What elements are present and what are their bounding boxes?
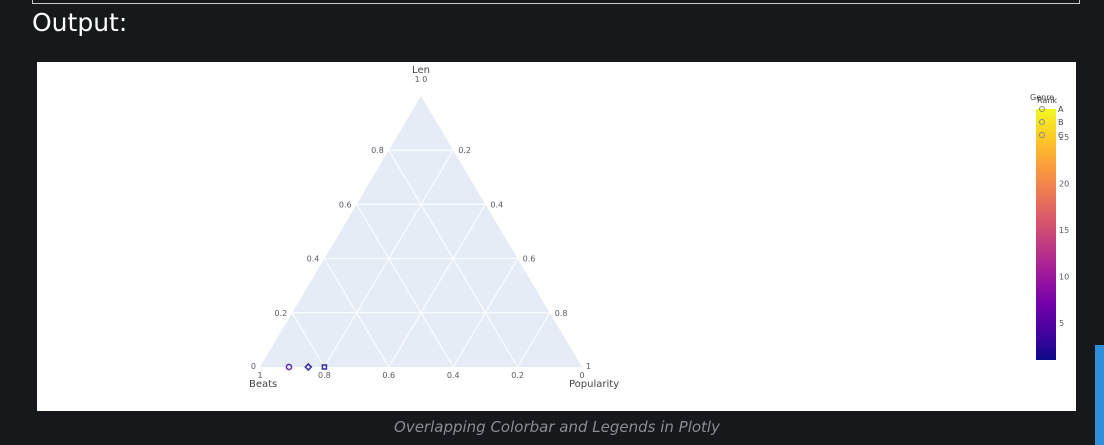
tick-label-len: 0.8 bbox=[371, 146, 384, 155]
gridline-popularity bbox=[452, 258, 519, 368]
tick-label-len: 0.6 bbox=[339, 200, 352, 209]
data-point bbox=[321, 364, 328, 370]
legend-title: Genre bbox=[1030, 93, 1054, 102]
corner-label-len: 1 0 bbox=[415, 75, 428, 84]
colorbar-tick-label: 10 bbox=[1059, 272, 1069, 281]
gridline-beats bbox=[291, 312, 325, 368]
colorbar-tick-label: 15 bbox=[1059, 226, 1069, 235]
axis-title-beats: Beats bbox=[249, 379, 277, 390]
axis-title-popularity: Popularity bbox=[569, 379, 619, 390]
tick-label-beats: 0.6 bbox=[382, 371, 395, 380]
colorbar-tick-label: 5 bbox=[1059, 319, 1064, 328]
legend-marker bbox=[1039, 106, 1045, 112]
tick-label-beats: 0.4 bbox=[447, 371, 460, 380]
colorbar bbox=[1036, 109, 1056, 360]
legend-item-label: C bbox=[1058, 131, 1064, 140]
tick-label-beats: 0.8 bbox=[318, 371, 331, 380]
tick-label-popularity: 0.2 bbox=[458, 146, 471, 155]
legend-item-label: A bbox=[1058, 105, 1064, 114]
colorbar-tick-label: 20 bbox=[1059, 179, 1069, 188]
plot-container[interactable]: 0.2 0.4 0.6 0.8 0.2 0.4 0.6 0.8 1 0.8 0.6 0.4 0.2 0 1 … bbox=[37, 62, 1076, 411]
gridline-popularity bbox=[388, 204, 486, 368]
colorbar-tick-label: 25 bbox=[1059, 133, 1069, 142]
legend-marker bbox=[1039, 132, 1045, 138]
previous-block-border bbox=[32, 0, 1080, 4]
gridline-popularity bbox=[517, 312, 551, 368]
figure-caption: Overlapping Colorbar and Legends in Plot… bbox=[394, 418, 720, 436]
tick-label-len: 0.2 bbox=[274, 309, 287, 318]
tick-label-beats: 1 bbox=[257, 371, 262, 380]
axis-title-len: Len bbox=[412, 65, 430, 76]
corner-label-beats: 0 bbox=[251, 362, 256, 371]
corner-label-popularity: 1 bbox=[586, 362, 591, 371]
tick-label-len: 0.4 bbox=[307, 255, 320, 264]
ternary-chart[interactable]: 0.2 0.4 0.6 0.8 0.2 0.4 0.6 0.8 1 0.8 0.6 0.4 0.2 0 1 … bbox=[37, 62, 1076, 411]
gridline-beats bbox=[323, 258, 390, 368]
ternary-plot-area bbox=[260, 96, 582, 367]
data-point bbox=[304, 362, 313, 372]
colorbar-title: Rank bbox=[1037, 96, 1057, 105]
scroll-indicator[interactable] bbox=[1095, 345, 1104, 445]
gridline-beats bbox=[356, 204, 454, 368]
tick-label-popularity: 0.6 bbox=[523, 255, 536, 264]
tick-label-beats: 0 bbox=[579, 371, 584, 380]
legend-marker bbox=[1039, 119, 1045, 125]
tick-label-popularity: 0.4 bbox=[490, 200, 503, 209]
legend-item-label: B bbox=[1058, 118, 1064, 127]
output-heading: Output: bbox=[32, 8, 128, 37]
tick-label-beats: 0.2 bbox=[511, 371, 524, 380]
data-point bbox=[285, 363, 293, 371]
tick-label-popularity: 0.8 bbox=[555, 309, 568, 318]
